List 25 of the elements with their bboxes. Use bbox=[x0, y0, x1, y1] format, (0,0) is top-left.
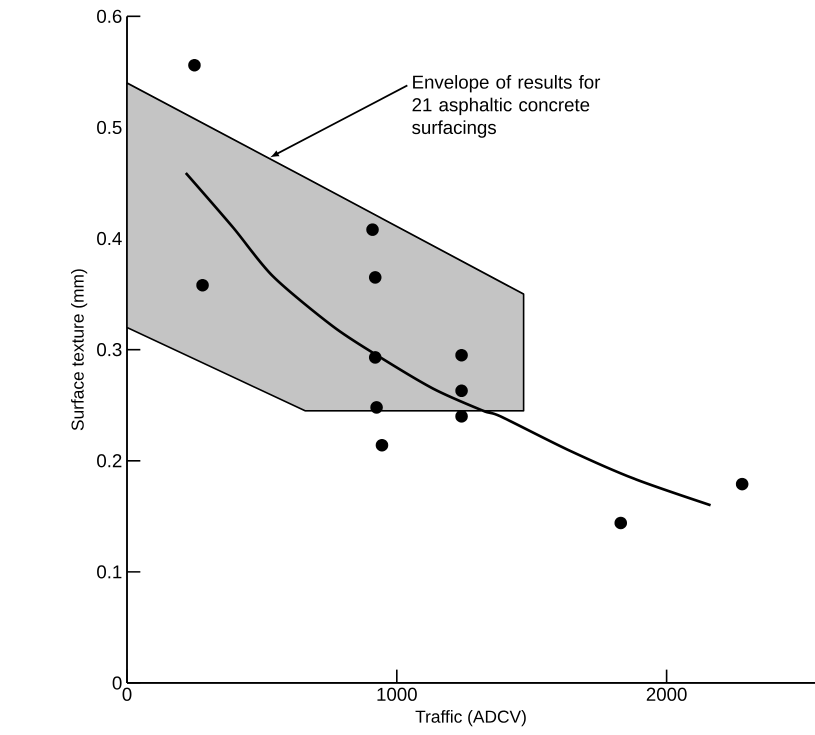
x-tick-label: 2000 bbox=[646, 688, 687, 701]
point bbox=[736, 478, 748, 490]
y-axis-title: Surface texture (mm) bbox=[71, 269, 88, 430]
y-tick-label: 0.6 bbox=[97, 10, 122, 23]
point bbox=[455, 348, 468, 362]
y-tick-label: 0.2 bbox=[97, 454, 122, 468]
x-tick-label: 0 bbox=[122, 688, 132, 701]
point bbox=[455, 384, 468, 398]
y-tick-label: 0 bbox=[112, 676, 122, 690]
y-tick-label: 0.4 bbox=[97, 232, 122, 246]
point bbox=[188, 58, 201, 72]
x-axis-title: Traffic (ADCV) bbox=[416, 710, 526, 726]
point bbox=[376, 438, 388, 452]
x-tick-label: 1000 bbox=[377, 688, 417, 701]
point bbox=[614, 516, 628, 530]
point bbox=[455, 410, 468, 423]
point bbox=[368, 271, 382, 284]
y-tick-label: 0.3 bbox=[97, 343, 122, 356]
point bbox=[196, 278, 209, 292]
point bbox=[370, 401, 383, 414]
y-tick-label: 0.5 bbox=[97, 120, 122, 134]
annotation: Envelope of results for 21 asphaltic concrete surfacings bbox=[412, 75, 600, 138]
y-tick-label: 0.1 bbox=[97, 565, 122, 578]
point bbox=[366, 223, 379, 236]
point bbox=[368, 351, 382, 364]
